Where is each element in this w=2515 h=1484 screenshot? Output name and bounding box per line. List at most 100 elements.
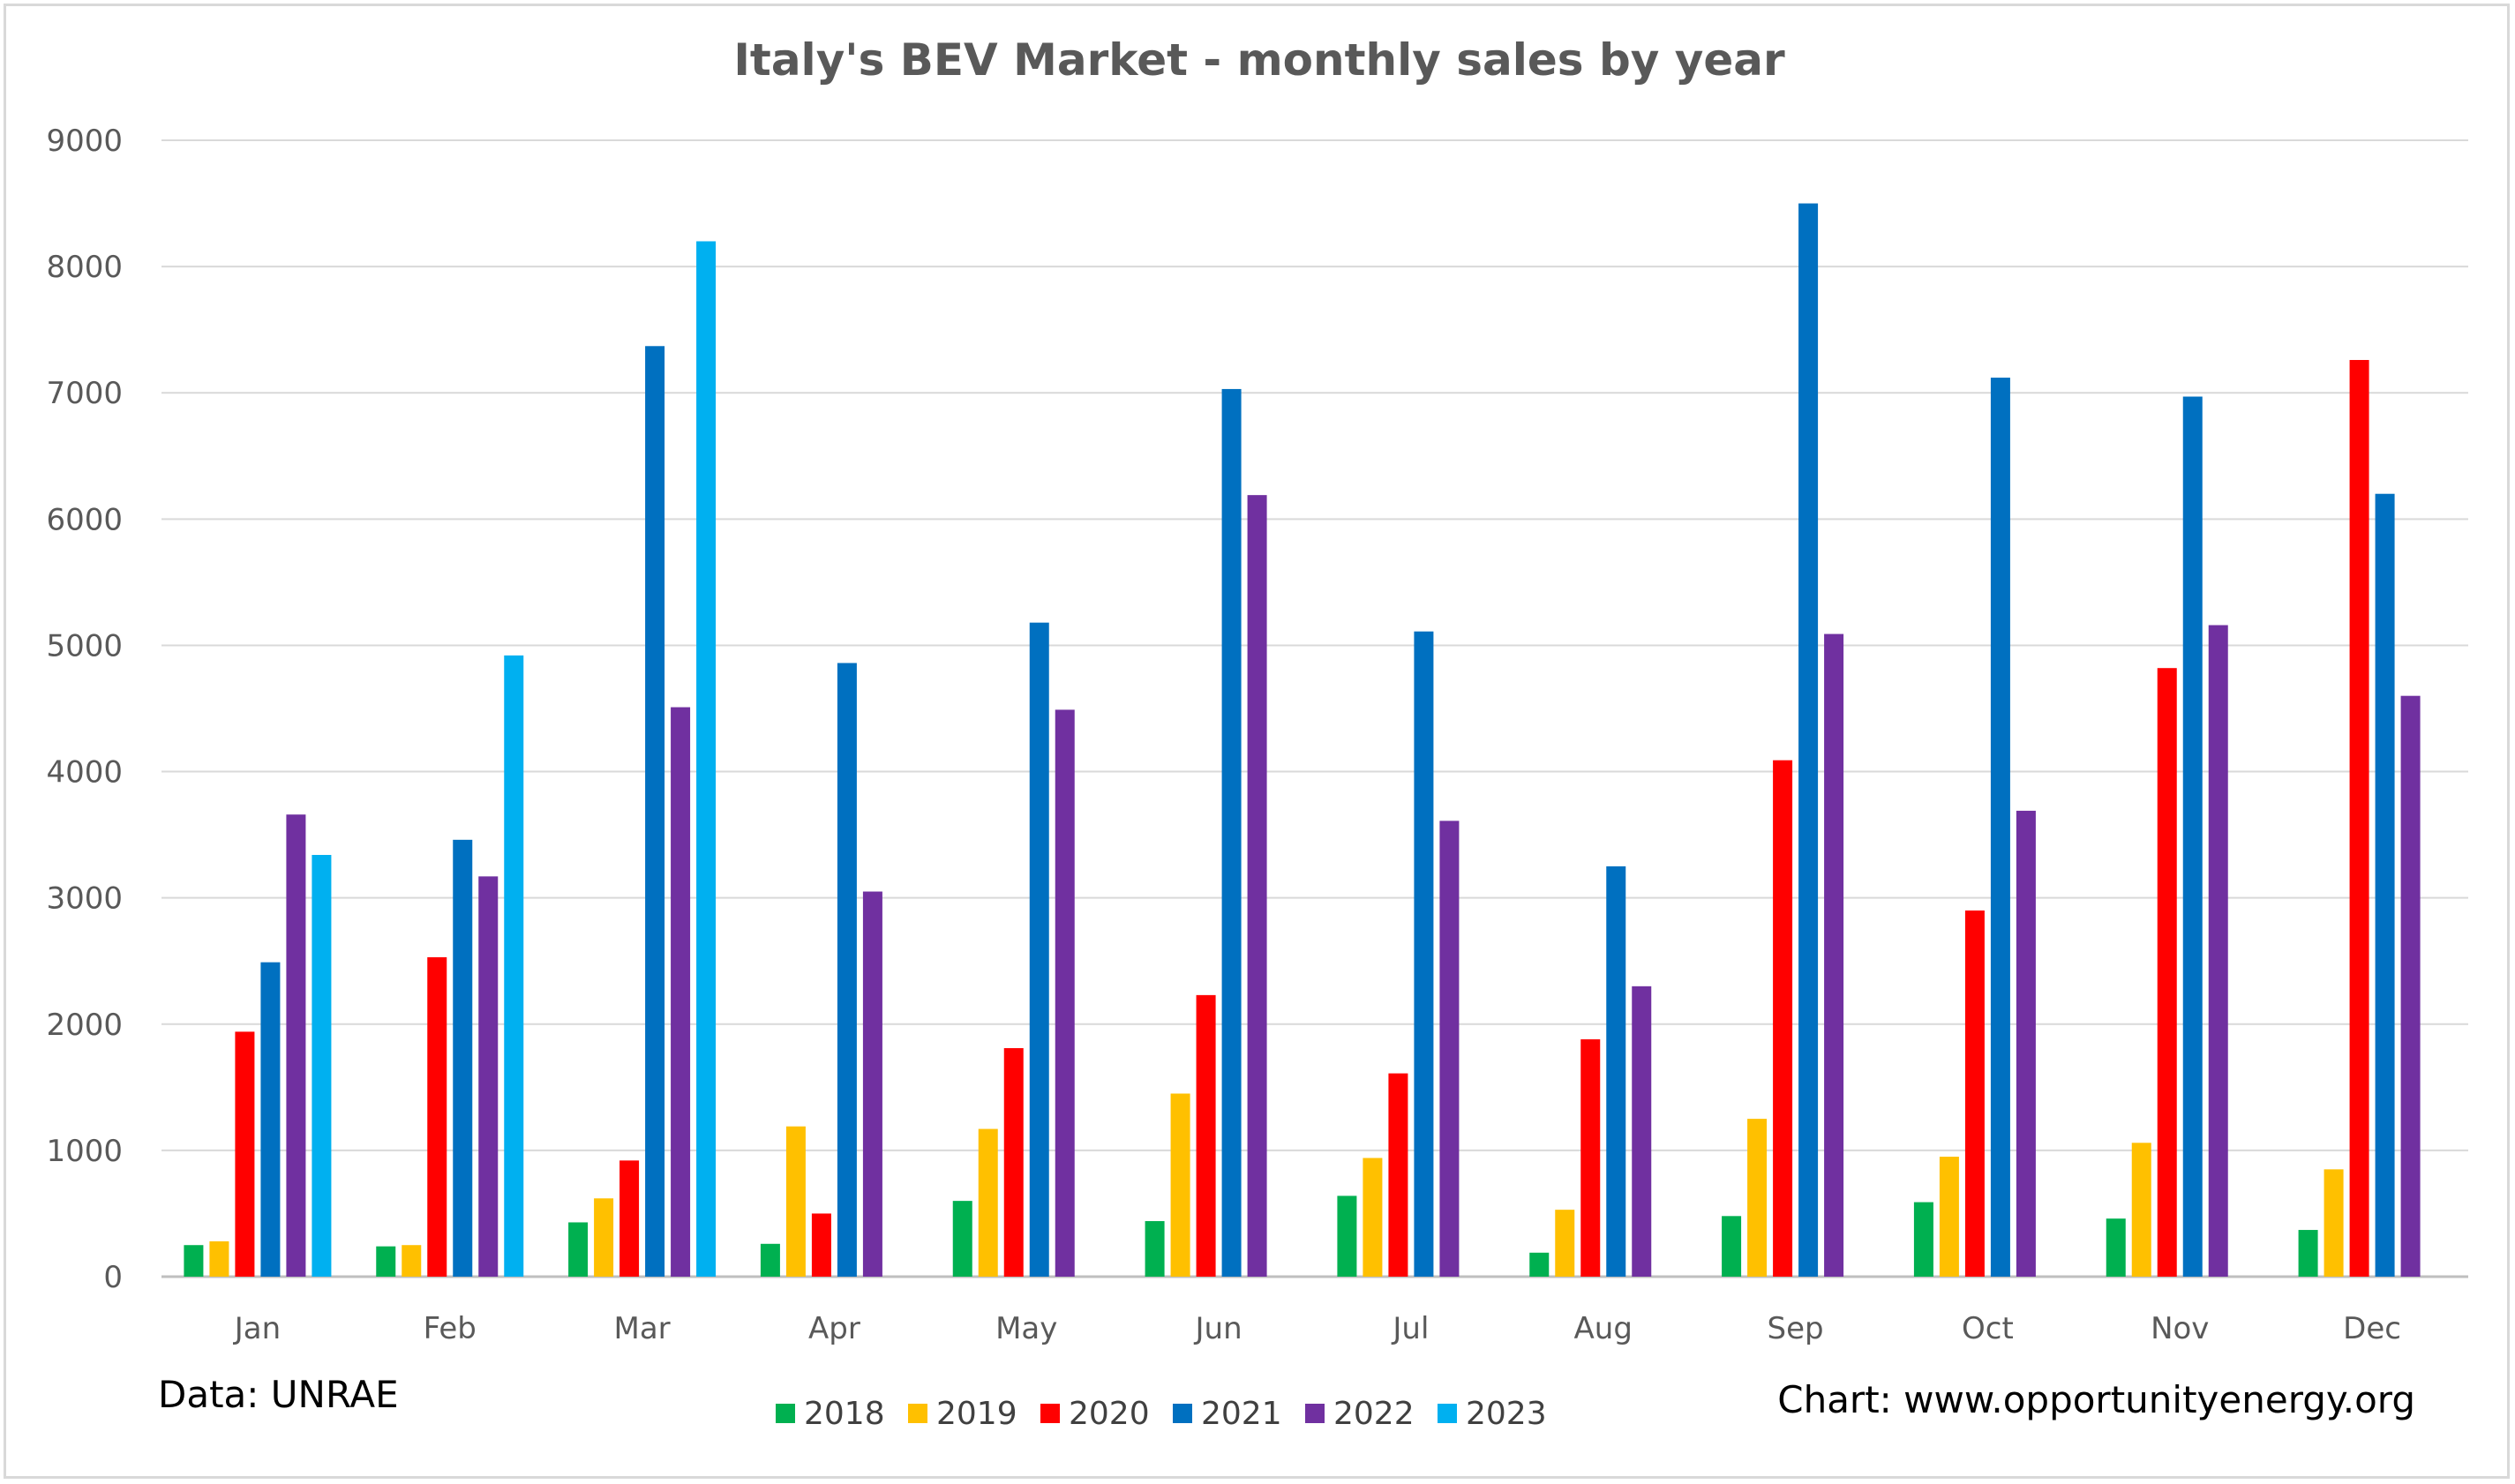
x-tick-label: Jun — [1194, 1311, 1242, 1346]
bar-aug-2018 — [1529, 1252, 1550, 1277]
bar-jan-2018 — [184, 1245, 204, 1277]
chart-frame: Italy's BEV Market - monthly sales by ye… — [4, 4, 2510, 1479]
bar-feb-2020 — [427, 956, 447, 1277]
bar-jun-2018 — [1145, 1221, 1165, 1277]
bar-jul-2019 — [1363, 1158, 1383, 1277]
bar-oct-2021 — [1990, 378, 2010, 1277]
bars — [184, 203, 2421, 1278]
bar-may-2022 — [1055, 709, 1075, 1277]
legend-swatch-2023 — [1438, 1404, 1457, 1423]
y-axis-ticks: 0 1000 2000 3000 4000 5000 6000 7000 8000 9000 — [46, 124, 123, 1295]
bar-nov-2020 — [2157, 668, 2177, 1277]
bar-jan-2023 — [312, 855, 332, 1277]
bar-dec-2020 — [2349, 360, 2369, 1278]
bar-nov-2021 — [2182, 396, 2203, 1277]
chart-title: Italy's BEV Market - monthly sales by ye… — [733, 34, 1785, 86]
bar-aug-2019 — [1555, 1210, 1575, 1277]
bar-mar-2020 — [619, 1160, 640, 1277]
legend-swatch-2021 — [1173, 1404, 1192, 1423]
bar-jul-2018 — [1337, 1195, 1357, 1277]
x-tick-label: Sep — [1768, 1311, 1824, 1346]
bar-feb-2018 — [376, 1246, 396, 1277]
bar-may-2021 — [1029, 622, 1049, 1277]
bar-sep-2020 — [1773, 760, 1793, 1277]
bar-dec-2021 — [2375, 493, 2395, 1277]
bar-may-2020 — [1003, 1047, 1024, 1277]
x-axis-ticks: Jan Feb Mar Apr May Jun Jul Aug Sep Oct Nov Dec — [233, 1311, 2401, 1346]
y-tick-label: 4000 — [46, 755, 123, 791]
legend-label-2021: 2021 — [1201, 1396, 1282, 1432]
y-tick-label: 6000 — [46, 502, 123, 537]
bar-feb-2022 — [478, 876, 499, 1277]
bar-apr-2021 — [837, 663, 857, 1277]
bar-apr-2019 — [785, 1126, 806, 1277]
bar-sep-2019 — [1747, 1119, 1768, 1277]
bar-feb-2023 — [504, 655, 524, 1277]
bar-jan-2022 — [286, 814, 306, 1277]
legend-label-2018: 2018 — [804, 1396, 885, 1432]
bar-aug-2022 — [1632, 986, 1652, 1277]
legend: 2018 2019 2020 2021 2022 2023 — [776, 1396, 1547, 1432]
bar-mar-2022 — [671, 707, 691, 1277]
x-tick-label: Apr — [808, 1311, 860, 1346]
bar-may-2018 — [952, 1201, 972, 1277]
bar-chart: Italy's BEV Market - monthly sales by ye… — [46, 34, 2468, 1432]
bar-sep-2018 — [1722, 1216, 1742, 1277]
legend-label-2020: 2020 — [1069, 1396, 1150, 1432]
x-tick-label: Nov — [2151, 1311, 2209, 1346]
bar-jul-2021 — [1414, 631, 1434, 1277]
y-tick-label: 1000 — [46, 1134, 123, 1169]
bar-jun-2020 — [1196, 994, 1216, 1277]
bar-may-2019 — [978, 1128, 998, 1277]
y-tick-label: 3000 — [46, 881, 123, 917]
legend-swatch-2022 — [1305, 1404, 1325, 1423]
bar-feb-2019 — [402, 1245, 422, 1277]
legend-label-2019: 2019 — [936, 1396, 1017, 1432]
bar-oct-2020 — [1964, 910, 1985, 1277]
data-source-note: Data: UNRAE — [158, 1373, 399, 1416]
bar-jan-2019 — [209, 1240, 229, 1277]
bar-jun-2019 — [1170, 1093, 1190, 1277]
bar-jan-2021 — [260, 962, 281, 1277]
gridlines — [161, 139, 2468, 1278]
bar-mar-2021 — [645, 346, 665, 1277]
chart-credit-note: Chart: www.opportunityenergy.org — [1777, 1378, 2415, 1421]
y-tick-label: 8000 — [46, 250, 123, 285]
x-tick-label: Jan — [233, 1311, 281, 1346]
y-tick-label: 9000 — [46, 124, 123, 159]
bar-oct-2019 — [1939, 1157, 1959, 1277]
x-tick-label: Mar — [614, 1311, 671, 1346]
bar-jan-2020 — [235, 1031, 255, 1277]
y-tick-label: 7000 — [46, 376, 123, 411]
bar-apr-2020 — [811, 1213, 831, 1277]
y-tick-label: 2000 — [46, 1008, 123, 1043]
bar-mar-2023 — [696, 241, 717, 1277]
bar-jul-2022 — [1439, 821, 1460, 1277]
bar-oct-2018 — [1913, 1202, 1933, 1277]
bar-apr-2018 — [760, 1243, 780, 1277]
bar-sep-2022 — [1824, 633, 1844, 1277]
bar-nov-2018 — [2106, 1218, 2126, 1277]
bar-dec-2019 — [2324, 1169, 2344, 1277]
bar-jun-2021 — [1221, 388, 1242, 1277]
legend-swatch-2018 — [776, 1404, 795, 1423]
bar-nov-2019 — [2131, 1143, 2151, 1277]
legend-label-2022: 2022 — [1333, 1396, 1415, 1432]
bar-nov-2022 — [2208, 625, 2228, 1277]
bar-sep-2021 — [1798, 203, 1819, 1278]
bar-jun-2022 — [1247, 495, 1267, 1277]
bar-dec-2018 — [2298, 1230, 2318, 1277]
x-tick-label: Dec — [2343, 1311, 2401, 1346]
x-tick-label: Aug — [1574, 1311, 1633, 1346]
x-tick-label: May — [995, 1311, 1057, 1346]
legend-label-2023: 2023 — [1466, 1396, 1547, 1432]
bar-aug-2021 — [1606, 866, 1626, 1277]
bar-aug-2020 — [1580, 1038, 1601, 1277]
x-tick-label: Oct — [1962, 1311, 2014, 1346]
x-tick-label: Feb — [424, 1311, 477, 1346]
bar-mar-2019 — [594, 1198, 614, 1277]
legend-swatch-2020 — [1040, 1404, 1060, 1423]
bar-apr-2022 — [862, 891, 882, 1277]
bar-feb-2021 — [453, 839, 473, 1277]
x-tick-label: Jul — [1391, 1311, 1429, 1346]
